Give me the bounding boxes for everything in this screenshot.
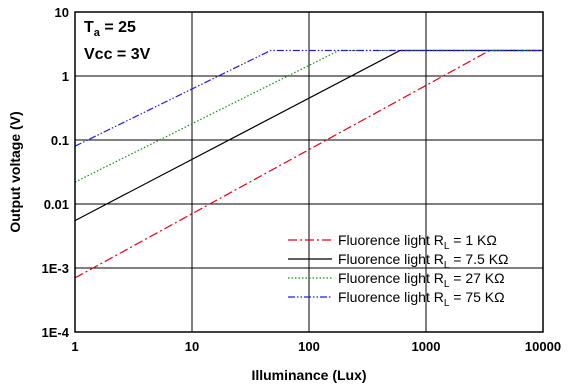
x-tick-labels: 1 10 100 1000 10000 (71, 339, 561, 354)
series-layer (74, 49, 543, 279)
y-tick-label: 0.1 (51, 133, 69, 148)
x-tick-label: 10000 (525, 339, 561, 354)
condition-annotation: Ta = 25 Vcc = 3V (84, 19, 151, 63)
series-line-4 (74, 49, 543, 147)
x-axis-title: Illuminance (Lux) (251, 367, 366, 383)
legend-label-2: Fluorence light RL = 7.5 KΩ (338, 251, 509, 271)
x-tick-label: 100 (298, 339, 320, 354)
y-axis-title: Output voltage (V) (7, 111, 23, 232)
legend-label-4: Fluorence light RL = 75 KΩ (338, 289, 505, 309)
x-tick-label: 1 (71, 339, 78, 354)
y-tick-label: 10 (55, 5, 69, 20)
y-tick-label: 1 (62, 69, 69, 84)
annotation-line-1: Ta = 25 (84, 19, 136, 39)
y-tick-label: 1E-3 (42, 261, 69, 276)
annotation-t-subscript: a (94, 27, 101, 39)
plot-frame (74, 11, 544, 333)
y-tick-label: 0.01 (44, 197, 69, 212)
y-tick-label: 1E-4 (42, 325, 70, 340)
annotation-t-label: T (84, 19, 94, 36)
y-tick-labels: 1E-4 1E-3 0.01 0.1 1 10 (42, 5, 70, 340)
x-tick-label: 1000 (412, 339, 441, 354)
annotation-t-value: = 25 (100, 19, 136, 36)
x-tick-label: 10 (185, 339, 199, 354)
legend-label-3: Fluorence light RL = 27 KΩ (338, 270, 505, 290)
legend-label-1: Fluorence light RL = 1 KΩ (338, 232, 497, 252)
annotation-line-2: Vcc = 3V (84, 46, 151, 63)
